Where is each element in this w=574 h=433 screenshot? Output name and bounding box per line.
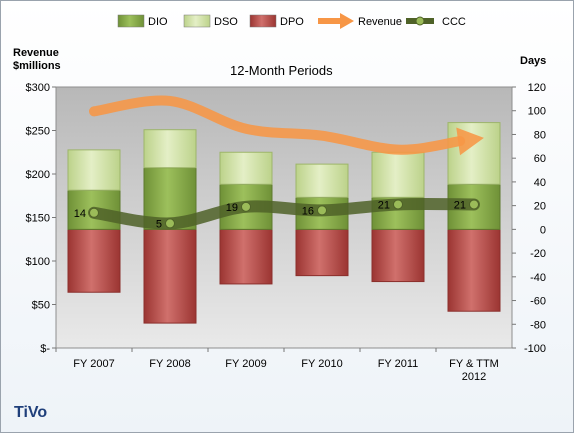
right-tick-label: -20 (530, 248, 546, 260)
dso-bar (371, 151, 425, 198)
legend-label-dio: DIO (148, 16, 168, 28)
revenue-series (89, 95, 484, 156)
legend-swatch-dio (117, 14, 145, 28)
category-label: FY 2007 (73, 358, 114, 370)
left-axis: $- $50 $100 $150 $200 $250 $300 (26, 82, 56, 355)
ccc-data-label: 21 (378, 199, 390, 211)
ccc-point (241, 201, 251, 212)
dso-bar (447, 122, 501, 185)
dpo-bar (143, 228, 197, 324)
left-tick-label: $- (40, 343, 50, 355)
dpo-bar (219, 228, 273, 285)
category-label: FY 2009 (225, 358, 266, 370)
right-tick-label: -80 (530, 319, 546, 331)
category-label: FY & TTM (449, 358, 499, 370)
ccc-point (165, 218, 175, 229)
revenue-arrowhead (456, 127, 484, 156)
legend-swatch-dso (183, 14, 211, 28)
category-axis: FY 2007 FY 2008 FY 2009 FY 2010 FY 2011 FY & … (55, 348, 499, 383)
legend-label-revenue: Revenue (358, 16, 402, 28)
category-label: 2012 (462, 371, 486, 383)
right-tick-label: 100 (528, 106, 546, 118)
right-tick-label: 60 (534, 153, 546, 165)
legend-label-dpo: DPO (280, 16, 304, 28)
right-axis-title: Days (520, 55, 547, 67)
legend-swatch-ccc-marker (415, 16, 425, 26)
ccc-data-label: 21 (454, 199, 466, 211)
ccc-point (469, 199, 479, 210)
dso-bar (143, 129, 197, 169)
dso-bar (219, 151, 273, 185)
revenue-line (89, 95, 466, 155)
legend-label-ccc: CCC (442, 16, 466, 28)
dpo-bar (447, 228, 501, 312)
right-tick-label: 0 (540, 224, 546, 236)
chart-subtitle: 12-Month Periods (230, 63, 333, 78)
dso-bar (67, 149, 121, 191)
left-tick-label: $200 (26, 169, 50, 181)
company-name: TiVo (14, 404, 48, 421)
left-tick-label: $150 (26, 213, 50, 225)
left-axis-title-line: $millions (13, 60, 61, 72)
ccc-data-label: 14 (74, 208, 86, 220)
ccc-data-label: 5 (156, 218, 162, 230)
ccc-series: 14 5 19 16 21 21 (74, 198, 480, 230)
dpo-bar (295, 228, 349, 277)
legend-swatch-revenue-arrow (340, 13, 354, 29)
right-tick-label: 120 (528, 82, 546, 94)
category-label: FY 2010 (301, 358, 342, 370)
legend: DIO DSO DPO Revenue CCC (117, 13, 466, 29)
left-axis-title-line: Revenue (13, 47, 59, 59)
right-tick-label: -60 (530, 296, 546, 308)
left-axis-title: Revenue $millions (13, 47, 61, 73)
right-axis: -100 -80 -60 -40 -20 0 20 40 60 80 100 120 (512, 82, 546, 355)
right-tick-label: 80 (534, 129, 546, 141)
right-tick-label: -40 (530, 272, 546, 284)
right-tick-label: 40 (534, 177, 546, 189)
category-label: FY 2008 (149, 358, 190, 370)
legend-label-dso: DSO (214, 16, 238, 28)
ccc-data-label: 16 (302, 205, 314, 217)
ccc-line (88, 198, 480, 230)
dpo-bar (371, 228, 425, 283)
category-label: FY 2011 (378, 358, 419, 370)
dso-bar (295, 163, 349, 198)
left-tick-label: $300 (26, 82, 50, 94)
ccc-data-label: 19 (226, 202, 238, 214)
left-tick-label: $250 (26, 126, 50, 138)
right-tick-label: -100 (524, 343, 546, 355)
ccc-point (89, 207, 99, 218)
legend-swatch-dpo (249, 14, 277, 28)
dpo-bar (67, 228, 121, 293)
ccc-point (317, 205, 327, 216)
left-tick-label: $50 (32, 300, 50, 312)
right-tick-label: 20 (534, 201, 546, 213)
ccc-point (393, 199, 403, 210)
left-tick-label: $100 (26, 256, 50, 268)
